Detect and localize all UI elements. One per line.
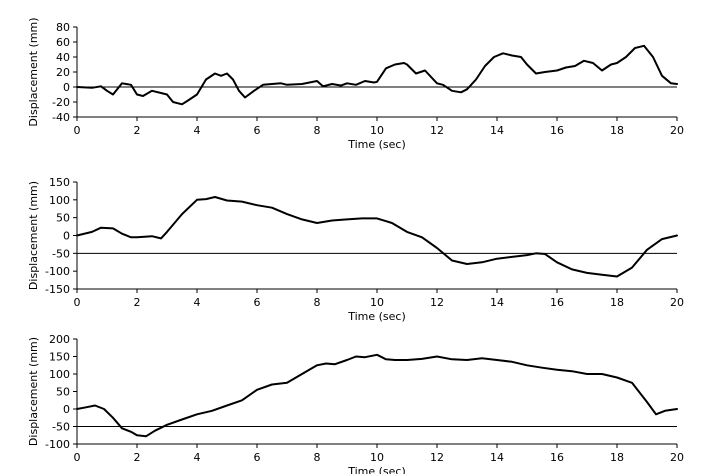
x-tick-label: 8 [314,124,321,137]
y-tick-label: -40 [52,111,70,124]
x-tick-label: 2 [134,296,141,309]
x-tick-label: 8 [314,296,321,309]
x-tick-label: 16 [550,124,564,137]
x-tick-label: 0 [74,124,81,137]
y-tick-label: 20 [56,66,70,79]
y-axis-title: Displacement (mm) [27,17,40,126]
x-tick-label: 2 [134,451,141,464]
y-tick-label: -100 [45,265,70,278]
x-tick-label: 0 [74,451,81,464]
y-tick-label: 80 [56,21,70,34]
x-tick-label: 8 [314,451,321,464]
x-tick-label: 10 [370,296,384,309]
y-tick-label: -50 [52,247,70,260]
y-tick-label: 50 [56,386,70,399]
chart-panel-3: 200 150 100 50 0 -50 -100 0 2 4 6 8 10 12 14 16 18 20 Time… [27,333,684,474]
x-tick-label: 12 [430,451,444,464]
x-tick-label: 2 [134,124,141,137]
chart-panel-2: 150 100 50 0 -50 -100 -150 0 2 4 6 8 10 12 14 16 18 20 Tim… [27,176,684,323]
y-tick-label: 50 [56,212,70,225]
y-tick-label: 100 [49,368,70,381]
x-tick-label: 18 [610,124,624,137]
x-tick-label: 4 [194,124,201,137]
x-tick-label: 0 [74,296,81,309]
y-tick-label: 60 [56,36,70,49]
x-tick-label: 10 [370,451,384,464]
series-line [76,353,678,438]
series-line [76,44,678,106]
x-tick-label: 16 [550,451,564,464]
y-tick-label: 150 [49,176,70,189]
x-tick-label: 20 [670,124,684,137]
x-tick-label: 18 [610,296,624,309]
x-axis-title: Time (sec) [347,465,406,474]
chart-panel-1: 80 60 40 20 0 -20 -40 0 2 4 6 8 10 12 14 16 18 20 Time (se… [27,17,684,151]
x-tick-label: 14 [490,124,504,137]
x-tick-label: 4 [194,451,201,464]
x-tick-label: 10 [370,124,384,137]
y-tick-label: -20 [52,96,70,109]
y-tick-label: 40 [56,51,70,64]
y-tick-label: 0 [63,81,70,94]
series-line [76,196,678,278]
x-tick-label: 6 [254,451,261,464]
y-axis-title: Displacement (mm) [27,337,40,446]
y-tick-label: -50 [52,421,70,434]
x-tick-label: 12 [430,296,444,309]
y-tick-label: 100 [49,194,70,207]
x-tick-label: 18 [610,451,624,464]
y-tick-label: 0 [63,230,70,243]
x-tick-label: 4 [194,296,201,309]
x-tick-label: 12 [430,124,444,137]
x-axis-title: Time (sec) [347,310,406,323]
y-tick-label: 150 [49,351,70,364]
y-axis-title: Displacement (mm) [27,181,40,290]
y-tick-label: -150 [45,283,70,296]
x-tick-label: 6 [254,296,261,309]
x-tick-label: 20 [670,296,684,309]
x-tick-label: 16 [550,296,564,309]
y-tick-label: 200 [49,333,70,346]
y-tick-label: -100 [45,438,70,451]
x-tick-label: 20 [670,451,684,464]
y-tick-label: 0 [63,403,70,416]
x-axis-title: Time (sec) [347,138,406,151]
x-tick-label: 14 [490,296,504,309]
x-tick-label: 14 [490,451,504,464]
x-tick-label: 6 [254,124,261,137]
